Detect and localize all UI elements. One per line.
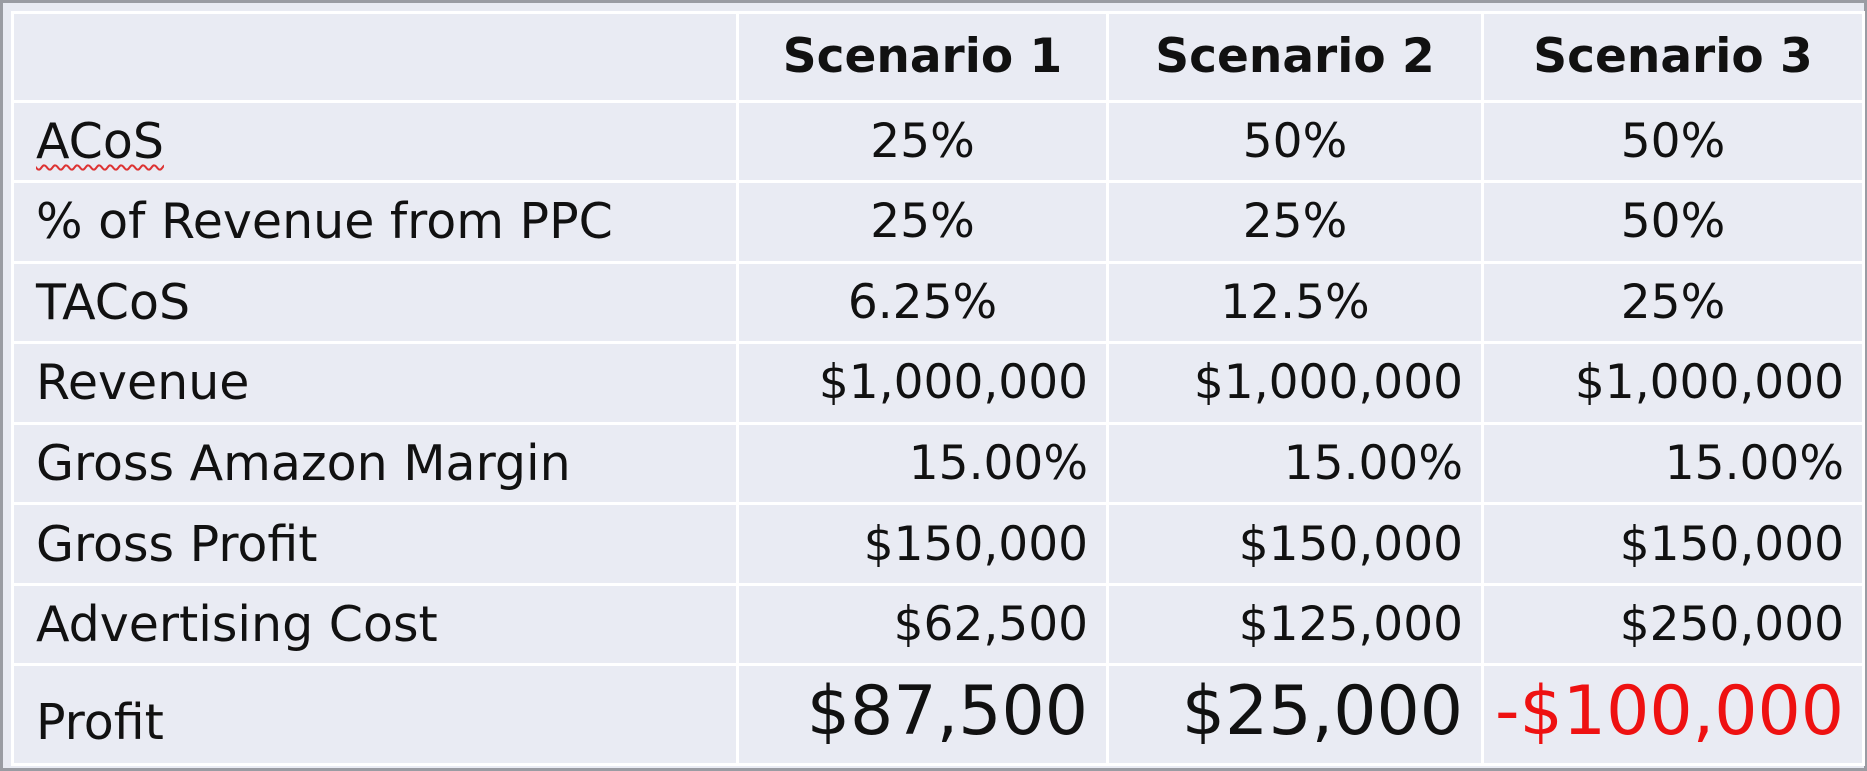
value-cell: 15.00%: [1106, 421, 1484, 506]
negative-profit-value-cell: -$100,000: [1481, 663, 1865, 766]
row-label: Revenue: [11, 341, 739, 425]
value-cell: $150,000: [1106, 502, 1484, 586]
value-cell: 50%: [1481, 180, 1865, 264]
header-scenario-3: Scenario 3: [1481, 11, 1865, 103]
table-row-gross-profit: Gross Profit $150,000 $150,000 $150,000: [11, 502, 1865, 586]
value-cell: 25%: [1481, 260, 1865, 345]
value-cell: $150,000: [736, 502, 1109, 586]
header-corner-cell: [11, 11, 739, 103]
header-row: Scenario 1 Scenario 2 Scenario 3: [11, 11, 1865, 103]
value-cell: 50%: [1481, 99, 1865, 184]
value-cell: 15.00%: [736, 421, 1109, 506]
row-label: TACoS: [11, 260, 739, 345]
value-cell: 25%: [1106, 180, 1484, 264]
value-cell: $250,000: [1481, 582, 1865, 667]
table-row-revenue-from-ppc: % of Revenue from PPC 25% 25% 50%: [11, 180, 1865, 264]
row-label-text: ACoS: [36, 112, 164, 170]
value-cell: $1,000,000: [1481, 341, 1865, 425]
table-row-revenue: Revenue $1,000,000 $1,000,000 $1,000,000: [11, 341, 1865, 425]
table-row-acos: ACoS 25% 50% 50%: [11, 99, 1865, 184]
profit-value-cell: $25,000: [1106, 663, 1484, 766]
value-cell: 25%: [736, 180, 1109, 264]
row-label: % of Revenue from PPC: [11, 180, 739, 264]
row-label: Profit: [11, 663, 739, 766]
row-label: Advertising Cost: [11, 582, 739, 667]
value-cell: 25%: [736, 99, 1109, 184]
value-cell: $62,500: [736, 582, 1109, 667]
value-cell: $125,000: [1106, 582, 1484, 667]
table-row-gross-amazon-margin: Gross Amazon Margin 15.00% 15.00% 15.00%: [11, 421, 1865, 506]
value-cell: 50%: [1106, 99, 1484, 184]
scenario-comparison-table: Scenario 1 Scenario 2 Scenario 3 ACoS 25…: [11, 11, 1865, 766]
value-cell: 15.00%: [1481, 421, 1865, 506]
table-row-profit: Profit $87,500 $25,000 -$100,000: [11, 663, 1865, 766]
value-cell: 12.5%: [1106, 260, 1484, 345]
value-cell: $1,000,000: [1106, 341, 1484, 425]
table-row-tacos: TACoS 6.25% 12.5% 25%: [11, 260, 1865, 345]
value-cell: 6.25%: [736, 260, 1109, 345]
table-row-advertising-cost: Advertising Cost $62,500 $125,000 $250,0…: [11, 582, 1865, 667]
value-cell: $150,000: [1481, 502, 1865, 586]
header-scenario-2: Scenario 2: [1106, 11, 1484, 103]
row-label: Gross Profit: [11, 502, 739, 586]
profit-value-cell: $87,500: [736, 663, 1109, 766]
row-label: ACoS: [11, 99, 739, 184]
value-cell: $1,000,000: [736, 341, 1109, 425]
row-label: Gross Amazon Margin: [11, 421, 739, 506]
header-scenario-1: Scenario 1: [736, 11, 1109, 103]
